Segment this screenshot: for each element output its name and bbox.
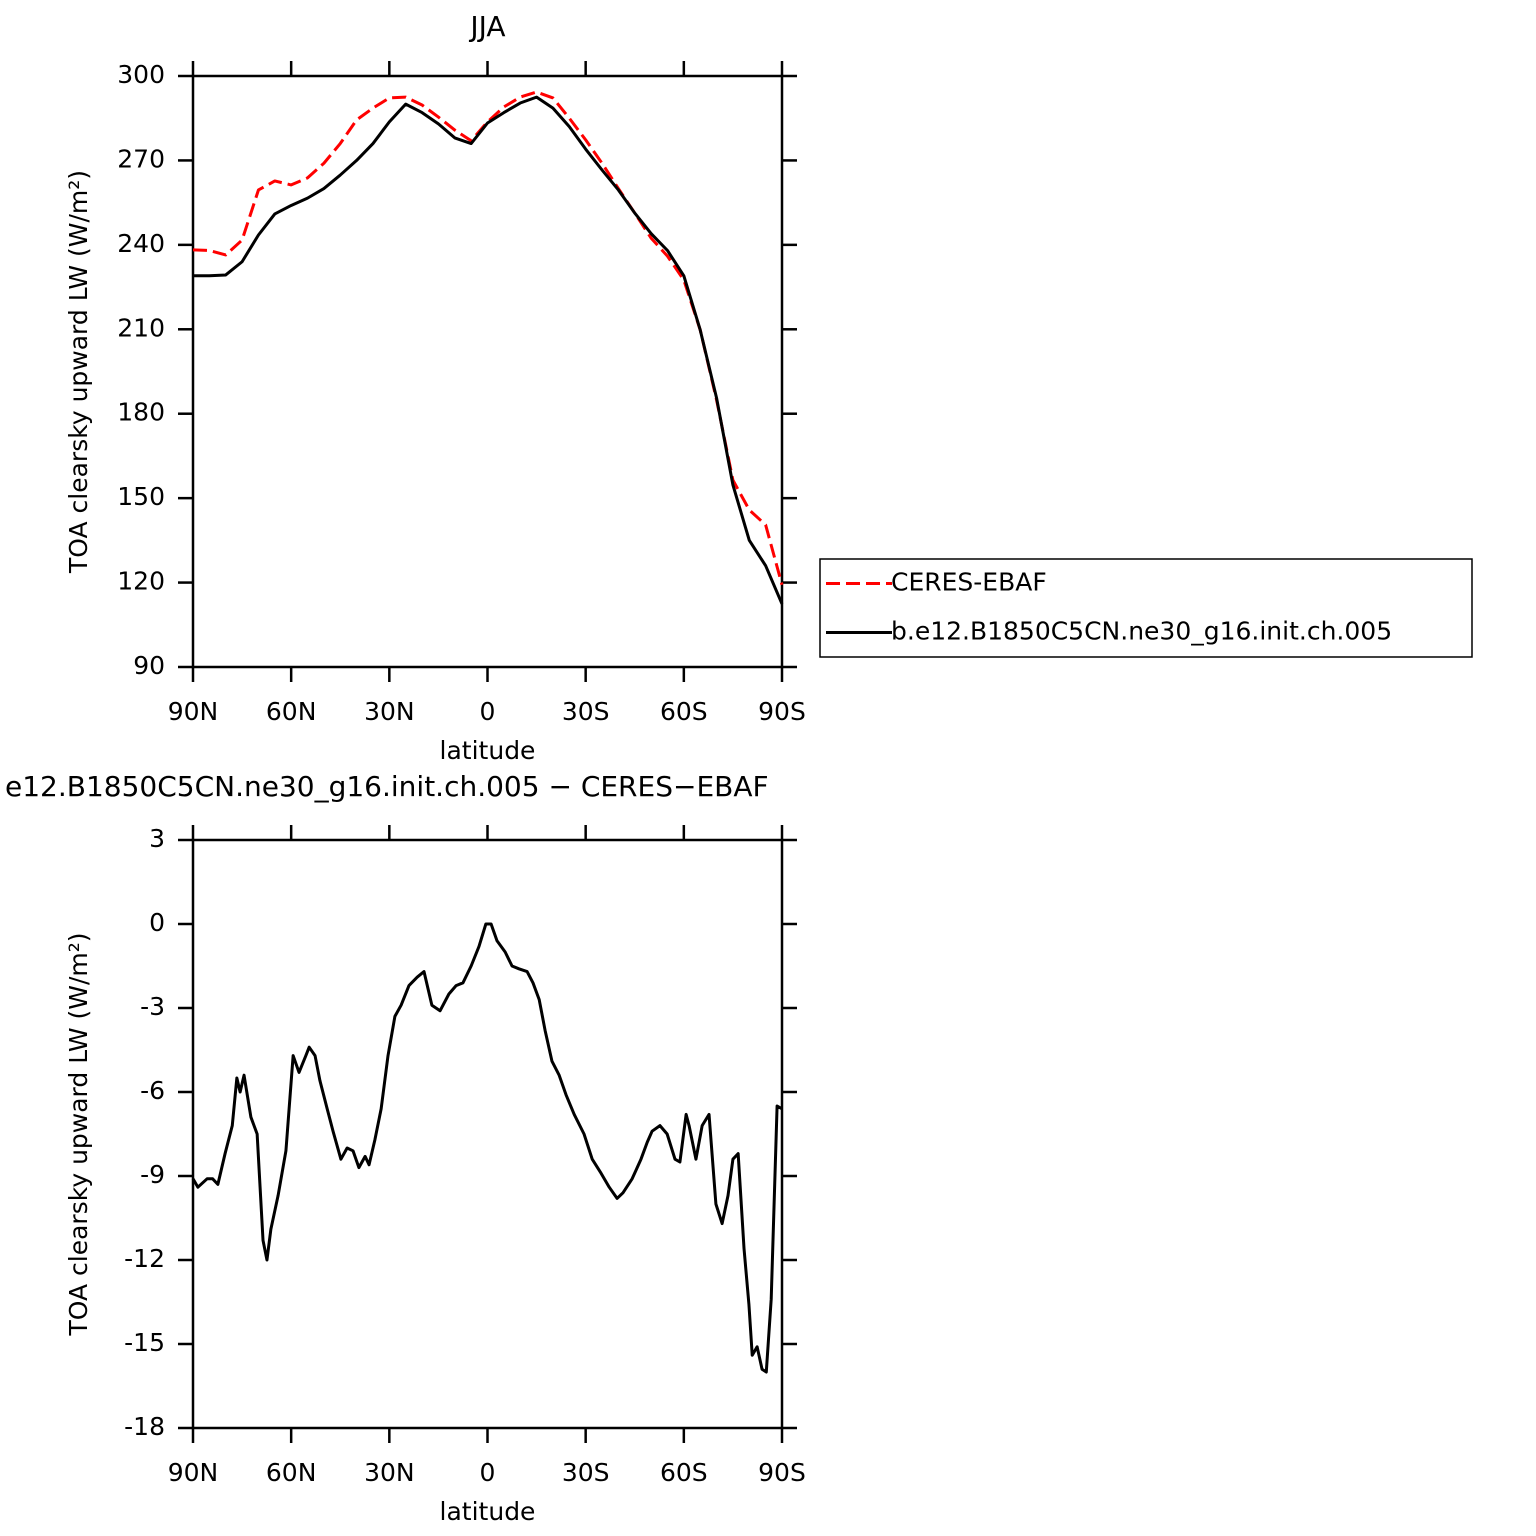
y-tick-label: 3 — [149, 824, 165, 853]
y-tick-label: 300 — [117, 60, 165, 89]
x-tick-label: 60S — [660, 1458, 708, 1487]
y-tick-label: 210 — [117, 313, 165, 342]
plot-frame — [191, 838, 784, 1430]
y-tick-label: 180 — [117, 398, 165, 427]
x-tick-label: 90S — [758, 1458, 806, 1487]
x-tick-label: 60S — [660, 697, 708, 726]
x-tick-label: 90N — [168, 1458, 219, 1487]
y-tick-label: -6 — [140, 1076, 165, 1105]
y-tick-label: -15 — [124, 1328, 165, 1357]
y-tick-label: -9 — [140, 1160, 165, 1189]
x-tick-label: 90N — [168, 697, 219, 726]
y-tick-label: 0 — [149, 908, 165, 937]
x-tick-label: 60N — [266, 697, 317, 726]
x-tick-label: 30N — [364, 697, 415, 726]
y-tick-label: 90 — [133, 651, 165, 680]
plot-frame — [191, 74, 784, 669]
data-line — [193, 95, 784, 605]
data-line — [192, 90, 784, 586]
y-tick-label: 150 — [117, 482, 165, 511]
x-tick-label: 0 — [480, 1458, 496, 1487]
y-tick-label: -12 — [124, 1244, 165, 1273]
y-tick-label: 120 — [117, 567, 165, 596]
x-axis-label: latitude — [440, 736, 536, 765]
chart-title: JJA — [468, 10, 505, 43]
y-tick-label: -3 — [140, 992, 165, 1021]
x-tick-label: 0 — [480, 697, 496, 726]
legend-label: b.e12.B1850C5CN.ne30_g16.init.ch.005 — [891, 617, 1392, 646]
chart-title: e12.B1850C5CN.ne30_g16.init.ch.005 − CER… — [5, 770, 769, 803]
y-tick-label: 270 — [117, 144, 165, 173]
x-tick-label: 30S — [562, 697, 610, 726]
y-tick-label: -18 — [124, 1412, 165, 1441]
x-tick-label: 90S — [758, 697, 806, 726]
y-axis-label: TOA clearsky upward LW (W/m²) — [64, 932, 93, 1336]
y-tick-label: 240 — [117, 229, 165, 258]
data-line — [191, 922, 783, 1374]
y-axis-label: TOA clearsky upward LW (W/m²) — [64, 170, 93, 574]
x-tick-label: 30N — [364, 1458, 415, 1487]
legend-label: CERES-EBAF — [891, 568, 1047, 597]
legend-box — [819, 558, 1473, 658]
x-tick-label: 60N — [266, 1458, 317, 1487]
x-axis-label: latitude — [440, 1497, 536, 1526]
x-tick-label: 30S — [562, 1458, 610, 1487]
